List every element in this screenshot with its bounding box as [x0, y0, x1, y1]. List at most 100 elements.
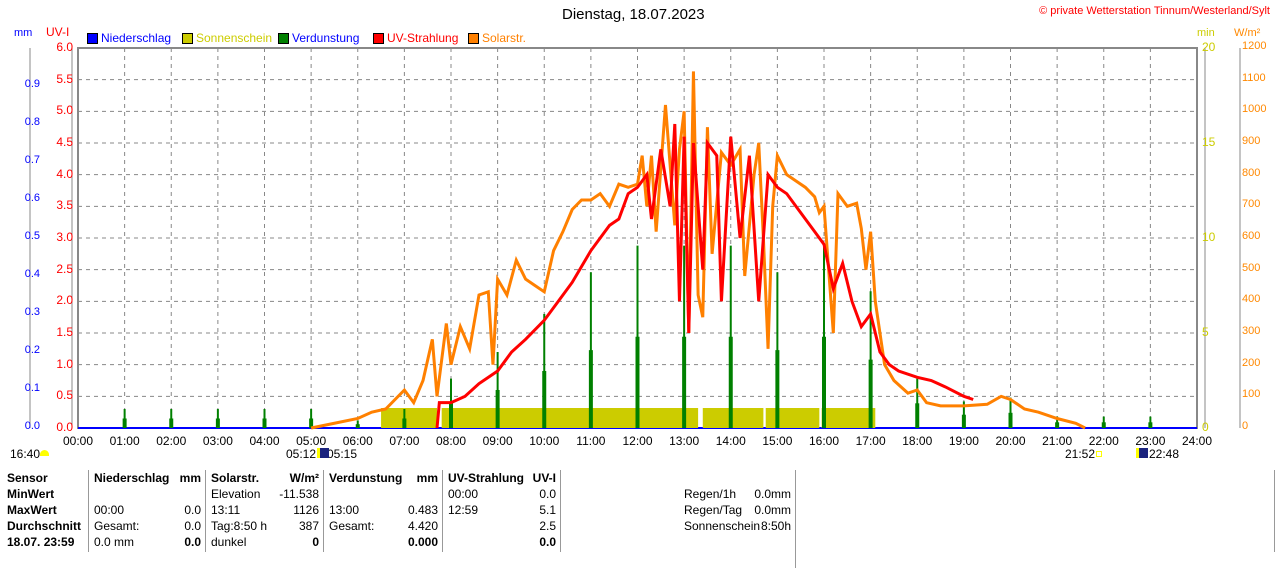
- x-tick-label: 24:00: [1181, 434, 1213, 448]
- summary-label: Regen/1h: [684, 487, 737, 501]
- wm2-tick-label: 700: [1242, 198, 1261, 211]
- x-tick-label: 23:00: [1135, 434, 1166, 448]
- row-label: 18.07. 23:59: [7, 535, 75, 549]
- cell-label: 13:11: [211, 503, 241, 517]
- sensor-column: Sensor MinWert MaxWert Durchschnitt 18.0…: [0, 470, 89, 552]
- sensor-header: Sensor: [7, 471, 48, 485]
- cell-value: 0.0: [539, 535, 556, 549]
- mm-tick-label: 0.9: [24, 78, 40, 90]
- x-tick-label: 13:00: [669, 434, 700, 448]
- cell-value: 0.0: [184, 519, 201, 533]
- uv-tick-label: 4.5: [56, 135, 73, 149]
- uv-tick-label: 1.5: [56, 325, 73, 339]
- legend-swatch: [373, 33, 384, 44]
- x-tick-label: 22:00: [1088, 434, 1119, 448]
- wm2-tick-label: 500: [1242, 261, 1261, 274]
- sunshine-bar: [765, 408, 820, 428]
- uv-tick-label: 1.0: [56, 356, 73, 371]
- x-tick-label: 06:00: [342, 434, 373, 448]
- uv-tick-label: 2.5: [56, 261, 73, 276]
- cell-value: 0.0: [184, 535, 201, 549]
- cell-value: 2.5: [539, 519, 556, 533]
- divider: [1274, 470, 1275, 552]
- uv-tick-label: 6.0: [56, 40, 73, 54]
- x-tick-label: 15:00: [762, 434, 793, 448]
- x-tick-label: 18:00: [902, 434, 933, 448]
- mm-tick-label: 0.8: [24, 116, 40, 128]
- x-tick-label: 03:00: [202, 434, 233, 448]
- uv-tick-label: 0.0: [56, 420, 73, 434]
- wm2-tick-label: 100: [1242, 388, 1261, 401]
- wm2-tick-label: 300: [1242, 325, 1261, 337]
- cell-value: 0: [312, 535, 319, 549]
- sunrise-time-b: 05:15: [327, 447, 358, 461]
- x-tick-label: 07:00: [389, 434, 420, 448]
- wm2-tick-label: 1000: [1242, 103, 1267, 116]
- column-header: Verdunstung: [329, 471, 403, 485]
- x-tick-label: 02:00: [156, 434, 187, 448]
- wm2-tick-label: 1200: [1242, 40, 1267, 52]
- summary-value: 8:50h: [760, 519, 791, 533]
- legend-label: UV-Strahlung: [387, 31, 459, 45]
- cell-value: 0.000: [407, 535, 438, 549]
- cell-value: -11.538: [279, 487, 319, 501]
- cell-value: 5.1: [539, 503, 556, 517]
- sunshine-bar: [702, 408, 764, 428]
- uv-tick-label: 0.5: [56, 388, 73, 403]
- axis-label-wm2: W/m²: [1234, 27, 1261, 39]
- x-tick-label: 17:00: [855, 434, 886, 448]
- x-tick-label: 20:00: [995, 434, 1026, 448]
- legend-label: Niederschlag: [101, 31, 172, 45]
- cell-label: Gesamt:: [94, 519, 140, 533]
- cell-value: 0.483: [407, 503, 438, 517]
- weather-chart: [29, 47, 1241, 430]
- cell-value: 4.420: [407, 519, 438, 533]
- cell-value: 0.0: [539, 487, 556, 501]
- axis-label-mm: mm: [14, 27, 33, 39]
- sunshine-bar: [381, 408, 438, 428]
- min-tick-label: 15: [1202, 135, 1216, 149]
- sunset-time-a: 21:52: [1065, 447, 1096, 461]
- summary-label: Regen/Tag: [684, 503, 743, 517]
- niederschlag-column: Niederschlag mm 00:00 0.0 Gesamt: 0.0 0.0 mm 0.…: [88, 470, 206, 552]
- verdunstung-column: Verdunstung mm 13:00 0.483 Gesamt: 4.420 0.000: [323, 470, 443, 552]
- solar-line: [310, 71, 1086, 430]
- x-tick-label: 14:00: [715, 434, 746, 448]
- uv-line: [435, 123, 974, 429]
- min-tick-label: 0: [1202, 420, 1209, 434]
- mm-tick-label: 0.5: [24, 230, 40, 242]
- uv-tick-label: 3.0: [56, 230, 73, 244]
- legend-swatch: [182, 33, 193, 44]
- cell-value: 1126: [293, 503, 319, 517]
- x-tick-label: 05:00: [296, 434, 327, 448]
- column-header: UV-Strahlung: [448, 471, 525, 485]
- wm2-tick-label: 1100: [1242, 71, 1266, 84]
- cell-value: 387: [298, 519, 319, 533]
- chart-title: Dienstag, 18.07.2023: [562, 6, 705, 23]
- cell-value: 0.0: [184, 503, 201, 517]
- summary-value: 0.0mm: [754, 503, 791, 517]
- x-tick-label: 00:00: [62, 434, 94, 448]
- cell-label: 00:00: [448, 487, 479, 501]
- legend-label: Verdunstung: [292, 31, 360, 45]
- sun-icon: [40, 450, 49, 456]
- wm2-tick-label: 400: [1242, 293, 1261, 306]
- row-label: MinWert: [7, 487, 55, 501]
- sunrise-time-a: 05:12: [286, 447, 317, 461]
- wm2-tick-label: 600: [1242, 230, 1261, 242]
- mm-tick-label: 0.7: [24, 154, 40, 166]
- wm2-tick-label: 800: [1242, 166, 1261, 179]
- cell-label: Tag:8:50 h: [211, 519, 268, 533]
- min-tick-label: 20: [1202, 40, 1216, 54]
- x-tick-label: 12:00: [622, 434, 653, 448]
- column-unit: UV-I: [532, 471, 556, 485]
- moon-icon: [1096, 451, 1102, 457]
- uv-column: UV-Strahlung UV-I 00:00 0.0 12:59 5.1 2.5 0.0: [442, 470, 561, 552]
- copyright: © private Wetterstation Tinnum/Westerlan…: [1039, 5, 1270, 17]
- solar-column: Solarstr. W/m² Elevation -11.538 13:11 1126 Ta…: [205, 470, 324, 552]
- mm-tick-label: 0.2: [24, 344, 40, 356]
- summary-label: Sonnenschein: [684, 519, 761, 533]
- legend-label: Sonnenschein: [196, 31, 273, 45]
- legend-swatch: [87, 33, 98, 44]
- wm2-tick-label: 200: [1242, 356, 1261, 369]
